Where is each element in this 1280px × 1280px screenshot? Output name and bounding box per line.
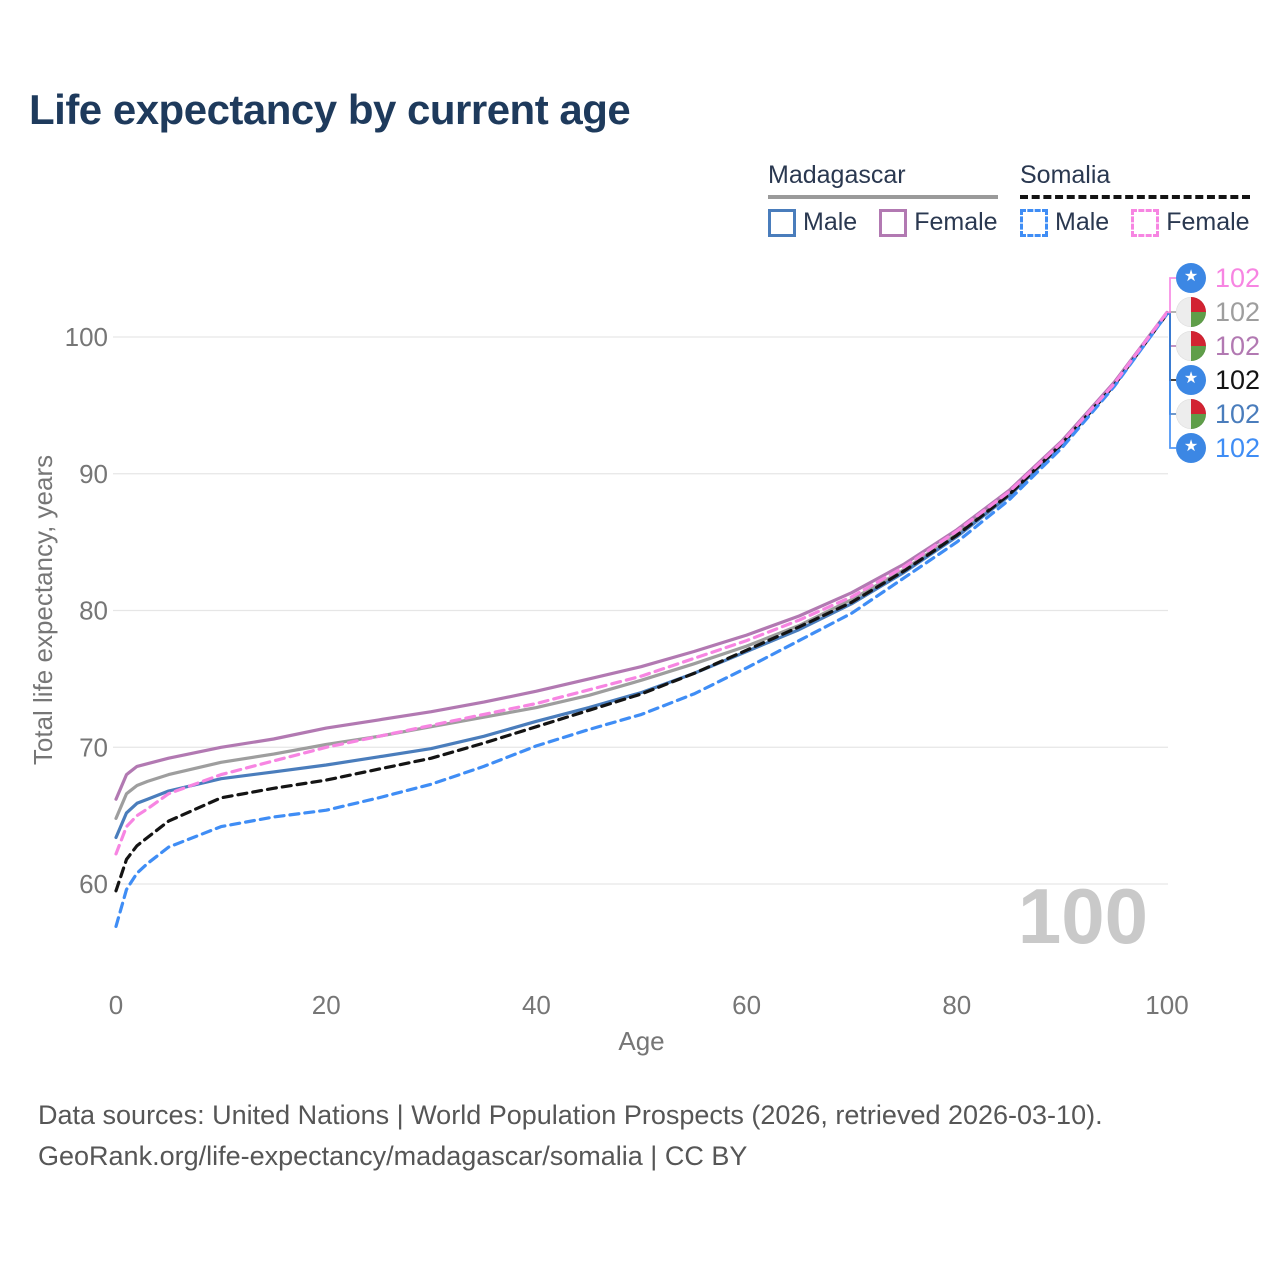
star-icon: ★: [1183, 438, 1199, 455]
x-tick-label: 20: [312, 990, 341, 1020]
y-tick-label: 70: [79, 732, 108, 762]
legend-swatch-somalia-male: [1020, 208, 1048, 237]
legend-swatch-somalia-female: [1131, 208, 1160, 237]
series-line-madagascar-male[interactable]: [114, 312, 1169, 840]
series-line-madagascar-female[interactable]: [114, 310, 1169, 801]
y-tick-label: 80: [79, 596, 108, 626]
somalia-flag-icon: ★: [1176, 263, 1206, 293]
footer: Data sources: United Nations | World Pop…: [38, 1095, 1103, 1177]
legend-swatch-madagascar-male: [768, 208, 796, 237]
star-icon: ★: [1183, 370, 1199, 387]
x-tick-label: 40: [522, 990, 551, 1020]
somalia-flag-icon: ★: [1176, 365, 1206, 395]
series-end-label-madagascar-male: 102: [1176, 399, 1260, 429]
series-end-label-madagascar-female: 102: [1176, 331, 1260, 361]
y-tick-label: 90: [79, 459, 108, 489]
legend-country-madagascar[interactable]: Madagascar: [768, 161, 906, 189]
end-label-connector: [1167, 312, 1176, 415]
legend-item-somalia-female[interactable]: Female: [1131, 208, 1250, 237]
madagascar-flag-icon: [1176, 399, 1206, 429]
series-end-label-somalia-both: ★ 102: [1176, 365, 1260, 395]
x-tick-label: 80: [942, 990, 971, 1020]
legend-label-somalia-male: Male: [1055, 208, 1110, 236]
legend-group-madagascar: Madagascar Male Female: [768, 161, 998, 237]
y-tick-label: 100: [65, 322, 108, 352]
footer-attribution: GeoRank.org/life-expectancy/madagascar/s…: [38, 1141, 748, 1171]
end-label-connector: [1167, 311, 1176, 347]
series-line-somalia-male[interactable]: [114, 312, 1169, 928]
series-line-somalia-female[interactable]: [114, 310, 1169, 856]
legend-label-somalia-female: Female: [1166, 208, 1250, 236]
legend-underline-somalia: [1020, 195, 1250, 199]
end-value-label: 102: [1215, 262, 1261, 293]
legend-label-madagascar-male: Male: [803, 208, 858, 236]
somalia-flag-icon: ★: [1176, 433, 1206, 463]
series-line-madagascar-both[interactable]: [114, 312, 1169, 820]
legend-underline-madagascar: [768, 195, 998, 199]
end-value-label: 102: [1215, 398, 1261, 429]
madagascar-flag-icon: [1176, 297, 1206, 327]
legend-label-madagascar-female: Female: [914, 208, 998, 236]
y-tick-label: 60: [79, 869, 108, 899]
star-icon: ★: [1183, 268, 1199, 285]
x-tick-label: 100: [1145, 990, 1188, 1020]
end-value-label: 102: [1215, 364, 1261, 395]
y-axis-title: Total life expectancy, years: [28, 455, 58, 765]
x-tick-label: 60: [732, 990, 761, 1020]
end-label-connector: [1167, 312, 1176, 449]
series-line-somalia-both[interactable]: [114, 312, 1169, 893]
footer-data-sources: Data sources: United Nations | World Pop…: [38, 1100, 1103, 1130]
series-end-label-somalia-female: ★ 102: [1176, 263, 1260, 293]
end-value-label: 102: [1215, 330, 1261, 361]
legend-swatch-madagascar-female: [879, 208, 908, 237]
end-value-label: 102: [1215, 432, 1261, 463]
x-tick-label: 0: [109, 990, 123, 1020]
end-value-label: 102: [1215, 296, 1261, 327]
series-end-label-madagascar-both: 102: [1176, 297, 1260, 327]
legend-item-madagascar-female[interactable]: Female: [879, 208, 998, 237]
madagascar-flag-icon: [1176, 331, 1206, 361]
legend-group-somalia: Somalia Male Female: [1020, 161, 1250, 237]
legend-country-somalia[interactable]: Somalia: [1020, 161, 1111, 189]
end-label-connector: [1167, 277, 1176, 314]
x-axis-title: Age: [618, 1026, 664, 1056]
page-title: Life expectancy by current age: [29, 86, 631, 133]
age-counter-watermark: 100: [1018, 872, 1148, 960]
legend-item-madagascar-male[interactable]: Male: [768, 208, 857, 237]
series-end-label-somalia-male: ★ 102: [1176, 433, 1260, 463]
legend-item-somalia-male[interactable]: Male: [1020, 208, 1109, 237]
